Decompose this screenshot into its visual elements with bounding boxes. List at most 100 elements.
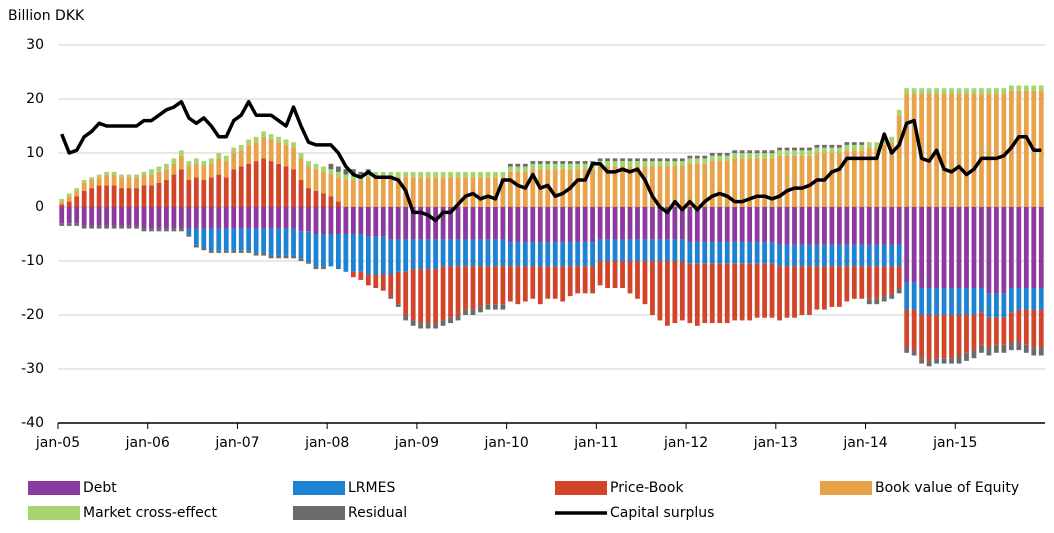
bar-segment [687,158,693,164]
bar-segment [792,266,797,318]
bar-segment [276,136,281,143]
bar-segment [493,304,498,310]
bar-segment [231,169,237,207]
bar-segment [201,247,207,251]
bar-segment [186,234,192,237]
bar-segment [500,177,506,207]
bar-segment [141,207,147,229]
bar-segment [433,177,438,207]
bar-segment [119,225,124,229]
bar-segment [545,266,551,299]
bar-segment [926,93,932,207]
bar-segment [425,239,431,270]
bar-segment [874,207,880,245]
bar-segment [463,266,468,310]
bar-segment [687,155,693,159]
bar-segment [216,228,222,251]
bar-segment [448,171,453,178]
bar-segment [455,177,461,207]
bar-segment [582,169,588,207]
bar-segment [1001,317,1007,345]
bar-segment [365,171,371,178]
bar-segment [687,242,693,264]
bar-segment [276,163,281,207]
bar-segment [672,239,678,261]
bar-segment [493,177,498,207]
bar-segment [702,263,708,324]
bar-segment [261,131,267,137]
bar-segment [104,171,109,175]
bar-segment [507,163,513,167]
bar-segment [156,228,162,232]
bar-segment [575,266,581,294]
bar-segment [246,250,252,253]
bar-segment [1038,309,1044,348]
bar-segment [343,234,349,272]
bar-segment [934,315,939,359]
bar-segment [291,169,296,207]
bar-segment [350,207,356,234]
bar-segment [560,169,566,207]
bar-segment [919,358,925,364]
bar-segment [822,144,827,148]
bar-segment [896,266,902,288]
bar-segment [141,171,147,175]
bar-segment [971,315,977,351]
bar-segment [171,158,177,164]
bar-segment [403,315,409,321]
bar-segment [702,207,708,243]
bar-segment [358,207,364,234]
bar-segment [1008,85,1014,91]
bar-segment [575,242,581,267]
bar-segment [111,225,117,229]
bar-segment [96,185,102,207]
bar-segment [126,225,132,229]
bar-segment [134,177,139,189]
bar-segment [448,207,453,240]
bar-segment [515,207,521,243]
bar-segment [904,207,910,283]
legend-label: Book value of Equity [875,480,1019,496]
bar-segment [829,147,835,153]
bar-segment [881,266,887,297]
bar-segment [358,271,364,280]
bar-segment [650,161,655,167]
bar-segment [665,158,670,162]
bar-segment [500,239,506,267]
bar-segment [298,207,304,232]
bar-segment [979,207,984,288]
bar-segment [904,88,910,94]
bar-segment [74,190,80,197]
bar-segment [881,139,887,145]
bar-segment [911,350,917,356]
bar-segment [777,207,782,245]
bar-segment [186,166,192,180]
bar-segment [74,188,80,191]
bar-segment [1016,309,1022,342]
bar-segment [881,144,887,207]
bar-segment [178,150,184,156]
bar-segment [350,174,356,180]
bar-segment [253,228,259,253]
bar-segment [822,244,827,267]
bar-segment [201,228,207,248]
bar-segment [567,161,573,164]
bar-segment [537,266,543,305]
bar-segment [149,207,154,229]
bar-segment [388,239,394,275]
bar-segment [590,242,596,267]
bar-segment [874,244,880,267]
bar-segment [807,266,812,315]
bar-segment [1001,344,1007,353]
bar-segment [799,150,805,156]
bar-segment [777,155,782,207]
bar-segment [552,163,558,170]
bar-segment [926,315,932,361]
legend-label: Capital surplus [610,505,714,521]
bar-segment [530,161,536,164]
bar-segment [717,242,723,264]
bar-segment [261,136,267,159]
bar-segment [493,171,498,178]
bar-segment [829,144,835,148]
bar-segment [111,171,117,175]
